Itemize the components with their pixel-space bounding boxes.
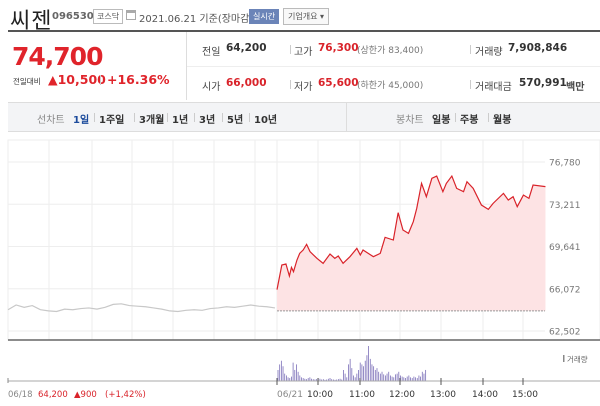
prev-day-line bbox=[7, 303, 276, 313]
divider bbox=[94, 113, 95, 122]
prev-day-info: 06/18 bbox=[8, 390, 33, 400]
tab-line-6[interactable]: 10년 bbox=[254, 115, 278, 126]
prev-day-info: (+1,42%) bbox=[105, 390, 146, 400]
prev-day-info: ▲900 bbox=[74, 390, 97, 400]
prev-day-info: 64,200 bbox=[38, 390, 68, 400]
divider bbox=[290, 80, 291, 89]
x-tick-label: 13:00 bbox=[430, 390, 456, 400]
stock-code: 096530 bbox=[52, 11, 94, 22]
open-price: 66,000 bbox=[226, 77, 267, 89]
lower-limit: (하한가 45,000) bbox=[357, 81, 424, 91]
volume-label: 거래량 bbox=[475, 47, 503, 58]
tab-line-2[interactable]: 3개월 bbox=[139, 115, 165, 126]
x-tick-label: 14:00 bbox=[472, 390, 498, 400]
divider bbox=[186, 32, 187, 100]
divider bbox=[290, 45, 291, 54]
prev-close: 64,200 bbox=[226, 42, 267, 54]
current-price: 74,700 bbox=[12, 42, 103, 71]
tab-line-1[interactable]: 1주일 bbox=[99, 115, 125, 126]
realtime-button[interactable]: 실시간 bbox=[249, 9, 280, 24]
line-chart-label: 선차트 bbox=[37, 115, 65, 126]
y-tick-label: 76,780 bbox=[549, 159, 581, 169]
low-price: 65,600 bbox=[318, 77, 359, 89]
tab-candle-1[interactable]: 주봉 bbox=[460, 115, 479, 126]
volume-value: 7,908,846 bbox=[508, 42, 568, 54]
high-price: 76,300 bbox=[318, 42, 359, 54]
divider bbox=[470, 80, 471, 89]
tab-candle-0[interactable]: 일봉 bbox=[432, 115, 451, 126]
divider bbox=[455, 113, 456, 122]
y-tick-label: 62,502 bbox=[549, 328, 581, 338]
divider bbox=[470, 45, 471, 54]
divider bbox=[167, 113, 168, 122]
low-label: 저가 bbox=[294, 82, 313, 93]
volume-legend: 거래량 bbox=[567, 355, 588, 364]
x-tick-label: 10:00 bbox=[307, 390, 333, 400]
tab-line-5[interactable]: 5년 bbox=[227, 115, 244, 126]
diff-label: 전일대비 bbox=[13, 77, 41, 86]
amount-label: 거래대금 bbox=[475, 82, 512, 93]
divider bbox=[249, 113, 250, 122]
y-tick-label: 69,641 bbox=[549, 243, 581, 253]
price-line bbox=[276, 174, 546, 290]
change-rate: +16.36% bbox=[107, 72, 170, 87]
divider bbox=[134, 113, 135, 122]
tab-line-3[interactable]: 1년 bbox=[172, 115, 189, 126]
divider bbox=[488, 113, 489, 122]
calendar-icon bbox=[126, 10, 136, 20]
upper-limit: (상한가 83,400) bbox=[357, 46, 424, 56]
price-chart: 76,780 73,211 69,641 66,072 62,502 거래량 06/21 10… bbox=[7, 139, 600, 400]
amount-unit: 백만 bbox=[566, 82, 585, 93]
open-label: 시가 bbox=[202, 82, 221, 93]
divider bbox=[187, 66, 600, 67]
divider bbox=[8, 30, 600, 32]
x-tick-label: 06/21 bbox=[277, 390, 303, 400]
chart-tab-bar bbox=[8, 102, 600, 132]
company-info-dropdown[interactable]: 기업개요 ▾ bbox=[283, 8, 329, 25]
quote-date: 2021.06.21 기준(장마감) bbox=[139, 14, 254, 25]
price-area bbox=[277, 176, 546, 311]
prev-label: 전일 bbox=[202, 47, 221, 58]
divider bbox=[346, 103, 347, 131]
price-change: ▲10,500 bbox=[48, 72, 106, 87]
y-tick-label: 73,211 bbox=[549, 201, 581, 211]
x-tick-label: 12:00 bbox=[389, 390, 415, 400]
y-tick-label: 66,072 bbox=[549, 285, 581, 295]
market-badge: 코스닥 bbox=[93, 9, 124, 24]
stock-name: 씨젠 bbox=[10, 9, 53, 34]
tab-candle-2[interactable]: 월봉 bbox=[493, 115, 512, 126]
tab-line-4[interactable]: 3년 bbox=[199, 115, 216, 126]
tab-line-0[interactable]: 1일 bbox=[73, 115, 90, 126]
x-tick-label: 15:00 bbox=[512, 390, 538, 400]
divider bbox=[222, 113, 223, 122]
amount-value: 570,991 bbox=[519, 77, 567, 89]
divider bbox=[100, 75, 101, 85]
divider bbox=[194, 113, 195, 122]
high-label: 고가 bbox=[294, 47, 313, 58]
candle-chart-label: 봉차트 bbox=[396, 115, 424, 126]
volume-legend-icon bbox=[563, 355, 565, 362]
x-tick-label: 11:00 bbox=[349, 390, 375, 400]
